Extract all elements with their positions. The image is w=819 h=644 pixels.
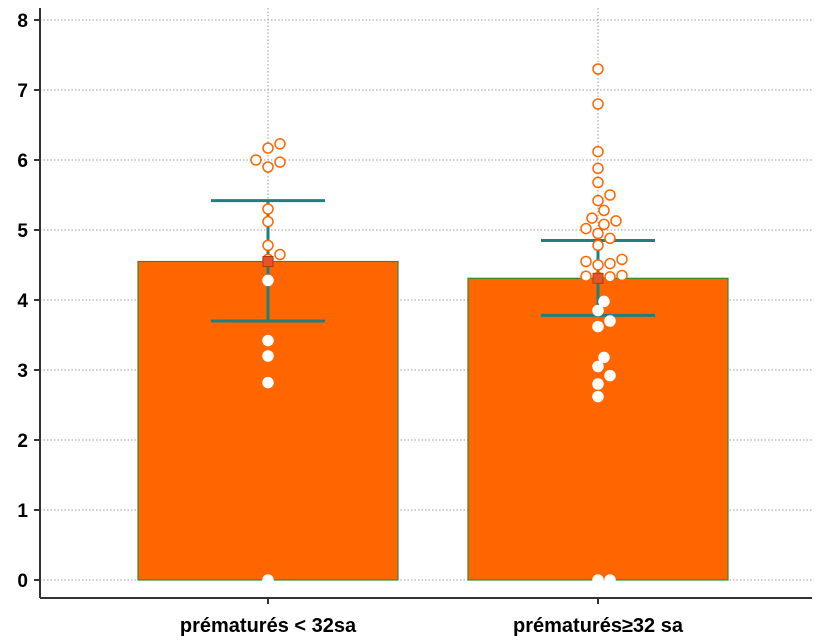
data-point-open (274, 248, 286, 261)
y-tick-label: 3 (17, 361, 28, 382)
data-point-filled (592, 320, 604, 333)
data-point-filled (262, 574, 274, 586)
y-tick-label: 0 (17, 571, 28, 592)
data-point-open (592, 227, 604, 240)
data-point-filled (262, 350, 274, 362)
data-point-open (598, 204, 610, 217)
data-point-filled (262, 376, 274, 389)
point-layer (250, 63, 628, 586)
data-point-open (610, 215, 622, 227)
axis-layer (34, 8, 812, 604)
data-point-open (250, 154, 262, 166)
label-layer: 0 1 2 3 4 5 6 7 8 prématurés < 32sa prématurés≥32 … (17, 11, 683, 637)
data-point-open (586, 212, 598, 224)
data-point-filled (262, 274, 274, 287)
data-point-filled (592, 378, 604, 390)
data-point-open (592, 239, 604, 252)
data-point-open (580, 222, 592, 235)
data-point-open (592, 194, 604, 207)
data-point-open (262, 161, 274, 173)
data-point-open (604, 271, 616, 283)
data-point-open (262, 239, 274, 252)
y-tick-label: 2 (17, 431, 28, 452)
mean-marker (592, 272, 604, 284)
data-point-open (592, 176, 604, 189)
data-point-open (616, 269, 628, 282)
y-tick-label: 7 (17, 81, 28, 102)
data-point-open (274, 138, 286, 150)
y-tick-label: 1 (17, 501, 28, 522)
data-point-open (592, 63, 604, 75)
data-point-open (592, 259, 604, 271)
x-category-label: prématurés < 32sa (180, 615, 357, 637)
data-point-open (274, 156, 286, 168)
data-point-filled (604, 315, 616, 327)
data-point-open (580, 270, 592, 282)
bar-layer (137, 260, 729, 581)
data-point-open (262, 142, 274, 154)
data-point-open (604, 257, 616, 270)
data-point-open (580, 255, 592, 268)
data-point-filled (262, 334, 274, 347)
data-point-filled (592, 574, 604, 586)
data-point-open (598, 218, 610, 231)
data-point-open (616, 253, 628, 266)
data-point-open (262, 203, 274, 215)
y-tick-label: 5 (17, 221, 28, 242)
y-tick-label: 6 (17, 151, 28, 172)
data-point-open (592, 145, 604, 158)
data-point-filled (592, 390, 604, 403)
data-point-open (604, 232, 616, 245)
data-point-filled (598, 351, 610, 364)
data-point-filled (604, 369, 616, 382)
y-tick-label: 4 (17, 291, 28, 312)
data-point-open (592, 98, 604, 110)
mean-marker (262, 256, 274, 267)
x-category-label: prématurés≥32 sa (513, 615, 684, 637)
data-point-open (604, 189, 616, 201)
data-point-filled (604, 574, 616, 586)
y-tick-label: 8 (17, 11, 28, 32)
data-point-filled (592, 360, 604, 373)
data-point-open (592, 162, 604, 175)
data-point-filled (598, 295, 610, 308)
data-point-filled (592, 304, 604, 317)
data-point-open (262, 215, 274, 228)
